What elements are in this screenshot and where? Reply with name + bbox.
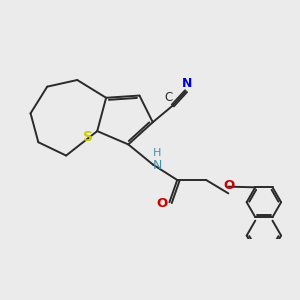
Text: C: C xyxy=(164,91,172,104)
Text: N: N xyxy=(182,77,192,90)
Text: O: O xyxy=(156,197,167,210)
Text: N: N xyxy=(152,159,162,172)
Text: O: O xyxy=(224,179,235,192)
Text: H: H xyxy=(153,148,161,158)
Text: S: S xyxy=(83,130,93,144)
